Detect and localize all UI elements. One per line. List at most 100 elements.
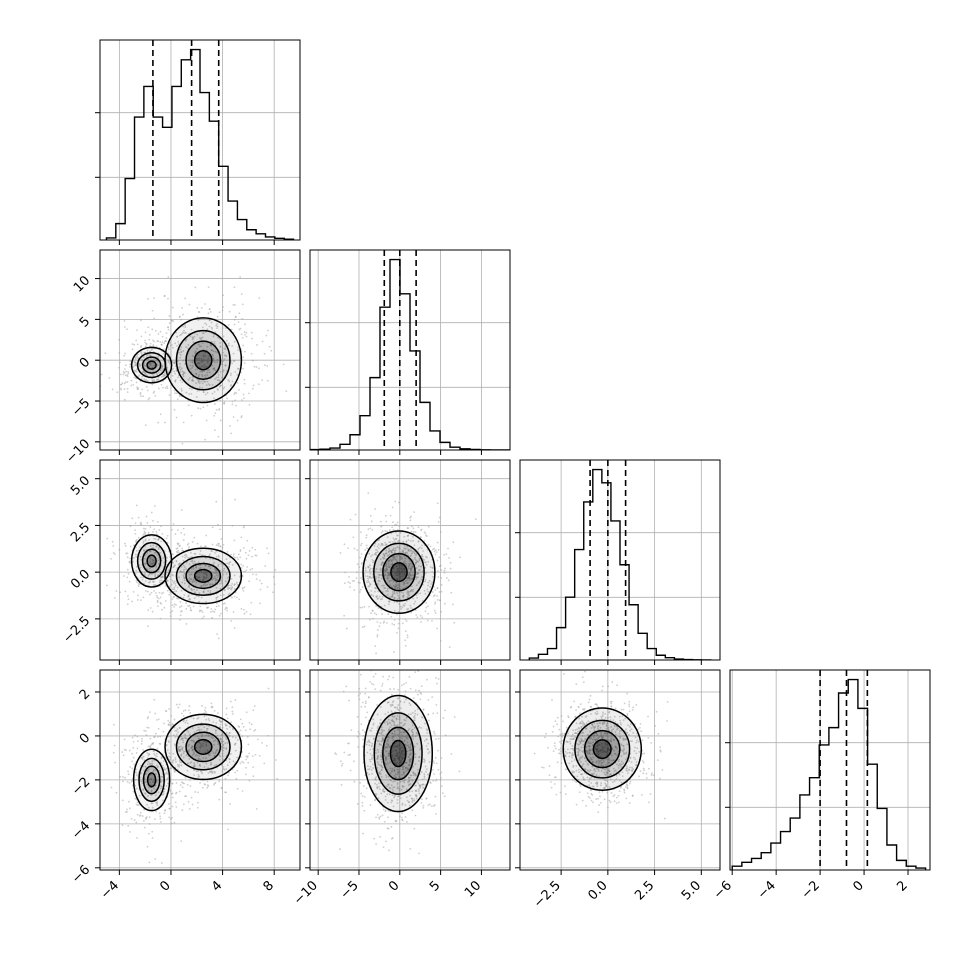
scatter-point (355, 577, 358, 580)
scatter-point (179, 368, 182, 371)
scatter-point (364, 716, 367, 719)
scatter-point (198, 567, 201, 570)
scatter-point (169, 362, 171, 365)
scatter-point (386, 577, 389, 580)
scatter-point (134, 532, 137, 535)
scatter-point (181, 749, 184, 752)
scatter-point (407, 593, 409, 596)
scatter-point (198, 337, 201, 339)
scatter-point (401, 746, 403, 749)
scatter-point (123, 382, 126, 385)
scatter-point (119, 775, 122, 778)
scatter-point (379, 520, 382, 523)
scatter-point (406, 750, 409, 753)
scatter-point (234, 498, 237, 501)
scatter-point (395, 776, 397, 779)
scatter-point (142, 749, 145, 751)
scatter-point (165, 537, 168, 540)
scatter-point (341, 762, 344, 765)
scatter-point (176, 345, 178, 347)
scatter-point (397, 569, 400, 571)
scatter-point (205, 762, 208, 765)
scatter-point (201, 370, 204, 373)
scatter-point (172, 581, 175, 584)
scatter-point (169, 578, 172, 580)
scatter-point (180, 571, 183, 574)
scatter-point (363, 796, 366, 798)
contour-line (193, 568, 213, 583)
scatter-point (217, 712, 219, 715)
scatter-point (187, 344, 190, 346)
scatter-point (437, 576, 440, 578)
scatter-point (368, 605, 370, 608)
scatter-point (147, 806, 150, 809)
scatter-point (431, 696, 434, 699)
scatter-point (252, 775, 255, 778)
scatter-point (203, 364, 206, 366)
scatter-point (357, 730, 360, 733)
scatter-point (243, 608, 245, 611)
scatter-point (395, 565, 398, 568)
scatter-point (149, 557, 152, 560)
scatter-point (157, 727, 160, 730)
scatter-point (411, 535, 414, 538)
scatter-point (369, 575, 372, 578)
scatter-point (403, 754, 406, 757)
scatter-point (266, 365, 269, 367)
y-tick-label: 2 (77, 687, 93, 703)
scatter-point (429, 585, 432, 588)
scatter-point (390, 710, 393, 713)
x-tick-label: −4 (98, 878, 122, 902)
scatter-point (126, 556, 129, 559)
scatter-point (402, 540, 405, 543)
scatter-point (179, 315, 181, 318)
scatter-point (399, 531, 402, 534)
scatter-point (392, 541, 394, 543)
scatter-point (140, 395, 142, 397)
scatter-point (392, 592, 395, 595)
scatter-point (382, 808, 385, 811)
scatter-point (205, 419, 208, 422)
scatter-point (121, 824, 124, 826)
scatter-point (161, 484, 163, 486)
scatter-point (180, 387, 183, 390)
scatter-point (215, 324, 218, 327)
scatter-point (123, 738, 126, 741)
scatter-point (207, 565, 210, 568)
scatter-point (221, 327, 224, 329)
scatter-point (403, 571, 406, 574)
scatter-point (243, 612, 246, 615)
scatter-point (143, 364, 146, 367)
scatter-point (412, 738, 415, 740)
scatter-point (180, 754, 183, 757)
scatter-point (381, 731, 384, 733)
scatter-point (412, 765, 415, 768)
scatter-point (136, 740, 139, 743)
scatter-point (398, 776, 401, 778)
scatter-point (135, 555, 138, 558)
scatter-point (232, 611, 235, 613)
scatter-point (236, 373, 239, 376)
scatter-point (399, 780, 402, 783)
scatter-point (242, 393, 245, 396)
scatter-point (413, 798, 416, 800)
scatter-point (356, 802, 359, 805)
scatter-point (240, 399, 243, 401)
scatter-point (236, 756, 239, 759)
scatter-point (406, 527, 409, 529)
scatter-point (149, 526, 152, 528)
scatter-point (219, 582, 221, 585)
scatter-point (171, 805, 174, 808)
scatter-point (170, 319, 173, 322)
scatter-point (434, 756, 437, 759)
scatter-point (405, 620, 408, 623)
scatter-point (393, 567, 395, 569)
scatter-point (163, 342, 166, 345)
scatter-point (369, 572, 372, 575)
scatter-point (405, 770, 407, 772)
scatter-point (234, 399, 237, 402)
scatter-point (399, 738, 401, 741)
contour-line (141, 548, 162, 574)
scatter-point (413, 544, 416, 547)
scatter-point (225, 791, 228, 794)
